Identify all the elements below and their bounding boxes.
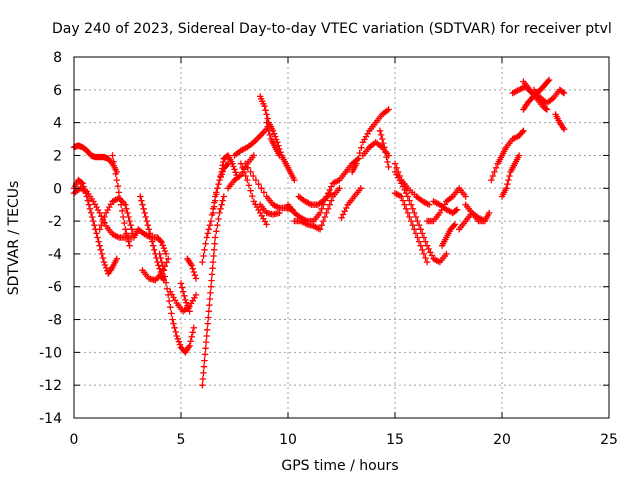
x-tick-label: 20	[493, 432, 511, 448]
y-tick-label: -8	[48, 313, 62, 329]
x-tick-label: 5	[177, 432, 186, 448]
axis-ticks: 0 5 10 15 20 25 -14 -12 -10 -8 -6 -4 -2 0 2 4 6 8	[39, 50, 618, 448]
y-tick-label: -6	[48, 280, 62, 296]
y-axis-title: SDTVAR / TECUs	[6, 181, 22, 296]
y-tick-label: 4	[53, 116, 62, 132]
y-tick-label: -4	[48, 247, 62, 263]
y-tick-label: -12	[39, 378, 62, 394]
plot-frame	[73, 56, 610, 419]
y-tick-label: -2	[48, 214, 62, 230]
x-tick-label: 15	[386, 432, 404, 448]
y-tick-label: -14	[39, 411, 62, 427]
x-axis-title: GPS time / hours	[281, 458, 398, 474]
chart-title: Day 240 of 2023, Sidereal Day-to-day VTE…	[52, 21, 612, 37]
data-marks	[70, 76, 568, 389]
x-tick-label: 25	[600, 432, 618, 448]
sdtvar-points	[70, 76, 568, 389]
y-tick-label: 8	[53, 50, 62, 66]
y-tick-label: -10	[39, 345, 62, 361]
x-tick-label: 10	[279, 432, 297, 448]
y-tick-label: 2	[53, 148, 62, 164]
y-tick-label: 0	[53, 181, 62, 197]
x-tick-label: 0	[70, 432, 79, 448]
y-tick-label: 6	[53, 83, 62, 99]
